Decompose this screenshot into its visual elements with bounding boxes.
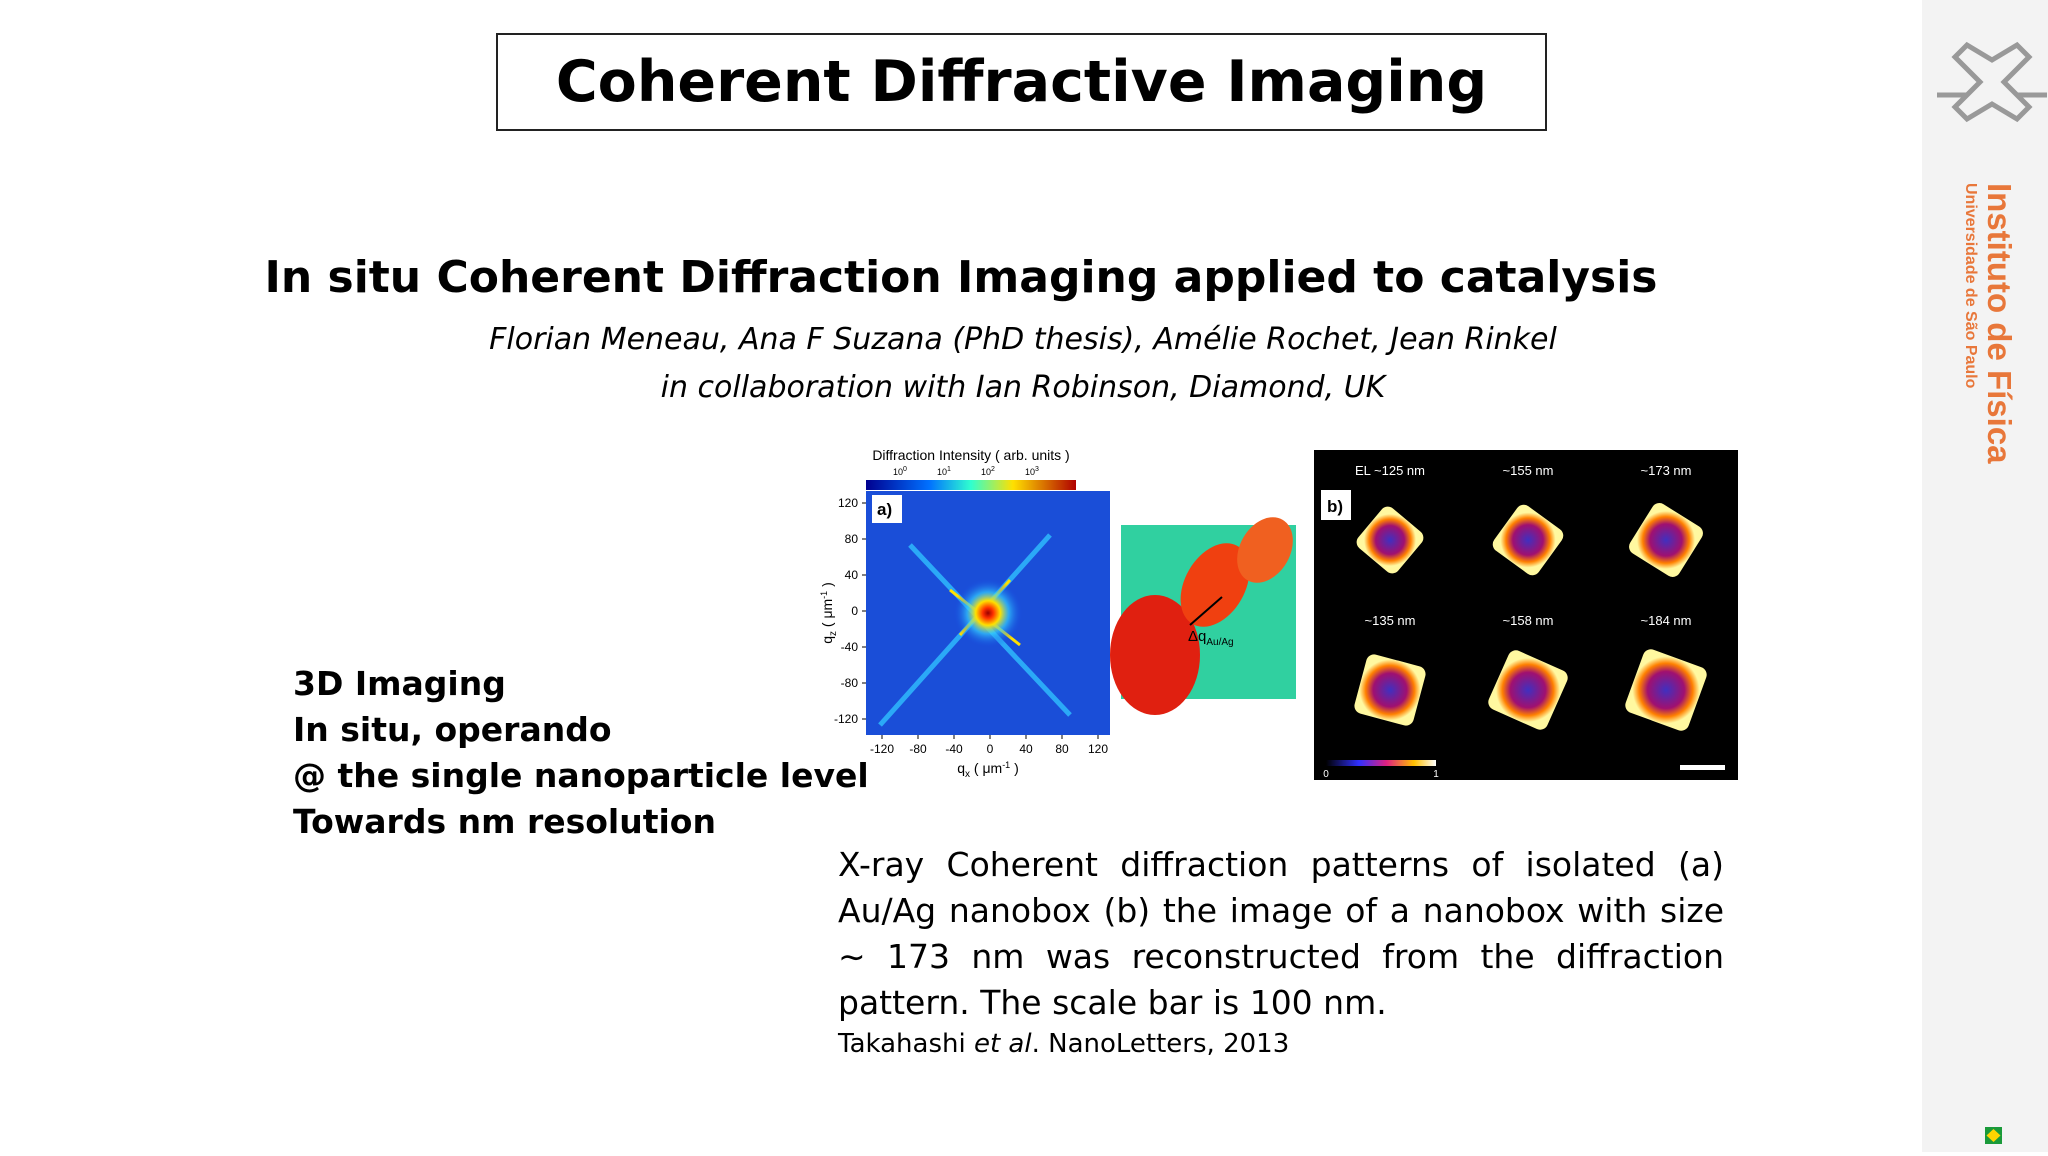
y-tick-label: -80 [841,676,859,690]
tick-exp: 0 [903,466,907,473]
nanobox [1625,649,1707,731]
scale-bar [1680,765,1725,770]
collaboration: in collaboration with Ian Robinson, Diam… [660,370,1386,405]
logo [1937,41,2047,123]
tick-base: 10 [981,467,991,477]
colorbar-tick: 0 [1323,769,1329,780]
label-box [1321,490,1351,520]
label-box [872,495,902,523]
label-part: q [819,636,835,644]
nanobox [1356,506,1424,574]
bullet: In situ, operando [293,710,612,749]
bullet: 3D Imaging [293,664,506,703]
citation: Takahashi et al. NanoLetters, 2013 [838,1029,1289,1059]
citation-text: Takahashi [838,1029,974,1059]
x-tick-label: 0 [987,742,994,756]
label-part: ) [819,582,835,591]
inset-lobe [1237,517,1293,583]
x-tick-label: -80 [909,742,927,756]
y-tick-label: -120 [834,712,858,726]
inset-label: ΔqAu/Ag [1188,628,1234,648]
label-part: ) [1010,760,1019,776]
authors: Florian Meneau, Ana F Suzana (PhD thesis… [489,322,1557,357]
y-tick-label: 120 [838,496,858,510]
panel-b: b) EL ~125 nm ~155 nm ~173 nm ~135 nm ~158 nm… [1314,450,1738,780]
x-tick-label: 40 [1019,742,1033,756]
panel-a: Diffraction Intensity ( arb. units )100 1… [819,447,1296,780]
x-tick-label: 120 [1088,742,1108,756]
inset-lobe [1180,543,1250,627]
sidebar: Instituto de Física Universidade de São … [1922,0,2048,1152]
bullet: @ the single nanoparticle level [293,756,869,795]
colorbar [1326,760,1436,766]
nanobox [1354,654,1426,726]
tick-exp: 3 [1035,466,1039,473]
particle-label: ~184 nm [1641,613,1692,628]
x-tick-label: -120 [870,742,894,756]
y-tick-label: -40 [841,640,859,654]
panel-label: b) [1327,497,1343,516]
particle-label: ~155 nm [1503,463,1554,478]
colorbar-tick: 1 [1433,769,1439,780]
label-sub: x [965,769,970,780]
particle-label: ~135 nm [1365,613,1416,628]
label-sub: z [828,631,839,636]
colorbar-tick: 102 [981,466,995,477]
label-part: q [957,760,965,776]
center-peak [953,578,1023,648]
subtitle: In situ Coherent Diffraction Imaging app… [264,252,1658,303]
tick-exp: 2 [991,466,995,473]
label-sup: -1 [819,591,829,599]
panel-label: a) [877,500,892,519]
nanobox [1488,650,1568,730]
inset-lobe [1110,595,1200,715]
nanobox [1492,504,1564,576]
label-sub: Au/Ag [1206,637,1233,648]
institute: Instituto de Física [1981,183,2018,464]
colorbar [866,480,1076,490]
slide-title: Coherent Diffractive Imaging [496,33,1547,131]
x-tick-label: -40 [945,742,963,756]
colorbar-title: Diffraction Intensity ( arb. units ) [872,447,1069,463]
sidebar-art: Instituto de Física Universidade de São … [1937,41,2047,1144]
label-part: ( μm [970,760,1002,776]
label-part: ( μm [819,599,835,631]
tick-base: 10 [893,467,903,477]
particle-label: EL ~125 nm [1355,463,1425,478]
tick-base: 10 [937,467,947,477]
particle-label: ~158 nm [1503,613,1554,628]
nanobox [1629,503,1703,577]
label-sup: -1 [1002,760,1010,770]
y-tick-label: 80 [845,532,859,546]
colorbar-tick: 100 [893,466,907,477]
citation-text: . NanoLetters, 2013 [1031,1029,1290,1059]
flag-diamond [1986,1129,2001,1142]
colorbar-tick: 101 [937,466,951,477]
y-tick-label: 40 [845,568,859,582]
arrow [1189,596,1223,626]
tick-base: 10 [1025,467,1035,477]
bullet: Towards nm resolution [293,802,716,841]
x-tick-label: 80 [1055,742,1069,756]
university: Universidade de São Paulo [1962,183,1979,389]
axis-label: qz ( μm-1 ) [819,582,839,644]
axis-label: qx ( μm-1 ) [957,760,1019,780]
label-part: Δq [1188,628,1206,645]
caption: X-ray Coherent diffraction patterns of i… [838,845,1724,1022]
particle-label: ~173 nm [1641,463,1692,478]
citation-text: et al [973,1029,1032,1059]
y-tick-label: 0 [851,604,858,618]
colorbar-tick: 103 [1025,466,1039,477]
tick-exp: 1 [947,466,951,473]
figure: Diffraction Intensity ( arb. units )100 1… [819,447,1738,780]
